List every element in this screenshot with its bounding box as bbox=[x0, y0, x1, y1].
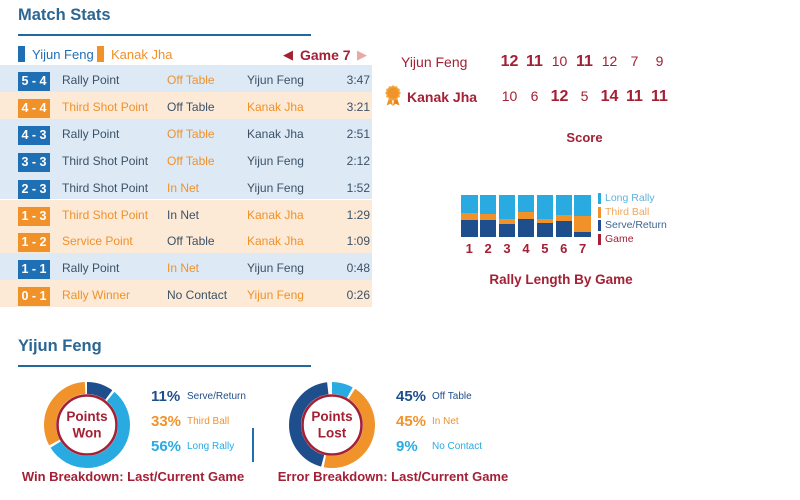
svg-text:Points: Points bbox=[66, 409, 107, 424]
svg-text:Won: Won bbox=[73, 426, 102, 441]
svg-text:Points: Points bbox=[311, 409, 352, 424]
svg-text:Lost: Lost bbox=[318, 426, 347, 441]
